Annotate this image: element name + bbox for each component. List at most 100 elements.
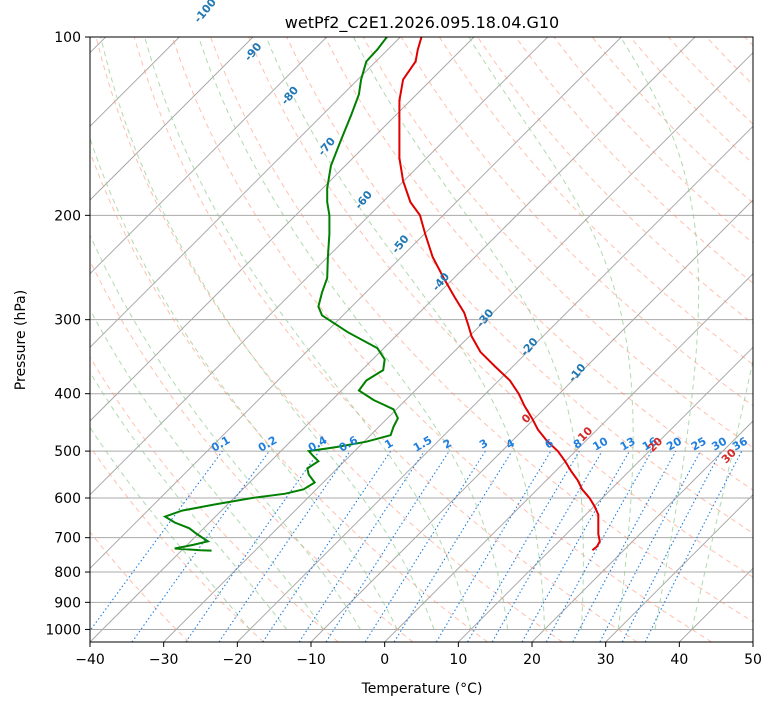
isotherm-line: [605, 493, 753, 642]
moist-adiabat-line: [144, 37, 472, 630]
mixing-ratio-label: 6: [543, 436, 556, 451]
isotherm-line: [90, 37, 475, 422]
moist-adiabat-line: [468, 37, 634, 630]
chart-title: wetPf2_C2E1.2026.095.18.04.G10: [285, 13, 559, 33]
isotherm-line: [678, 567, 753, 642]
y-tick-label: 1000: [45, 622, 81, 638]
mixing-ratio-line: [393, 450, 513, 642]
moist-adiabat-line: [265, 37, 546, 630]
isotherm-line: [163, 51, 753, 642]
dry-adiabat-label: -20: [518, 335, 541, 359]
mixing-ratio-line: [521, 450, 630, 642]
mixing-ratio-line: [131, 450, 270, 642]
x-axis-label: Temperature (°C): [361, 681, 483, 697]
x-tick-label: −40: [75, 652, 105, 668]
dry-adiabat-line: [90, 259, 414, 642]
isotherm-line: [310, 199, 753, 642]
dry-adiabat-label: -80: [279, 84, 302, 108]
temperature-profile: [398, 37, 601, 551]
mixing-ratio-line: [599, 450, 701, 642]
mixing-ratio-line: [262, 450, 392, 642]
y-tick-label: 200: [54, 208, 81, 224]
isotherm-line: [90, 37, 549, 496]
dry-adiabat-label: -90: [242, 40, 265, 64]
isotherm-line: [384, 272, 753, 642]
mixing-ratio-line: [545, 450, 653, 642]
x-tick-label: −30: [149, 652, 179, 668]
dry-adiabat-line: [744, 37, 753, 47]
dry-adiabat-label: -10: [566, 361, 589, 385]
mixing-ratio-line: [364, 450, 486, 642]
mixing-ratio-line: [572, 450, 677, 642]
mixing-ratio-line: [644, 450, 743, 642]
plot-frame: [89, 36, 754, 643]
dry-adiabat-line: [171, 37, 712, 642]
mixing-ratio-line: [435, 450, 552, 642]
mixing-ratio-line: [90, 450, 223, 632]
dry-adiabat-line: [438, 37, 753, 366]
y-tick-label: 500: [54, 444, 81, 460]
dry-adiabat-line: [706, 37, 753, 86]
moist-adiabat-line: [100, 37, 435, 630]
isotherm-line: [90, 37, 696, 642]
isotherm-line: [236, 125, 753, 642]
dry-adiabat-line: [286, 37, 753, 534]
dry-adiabat-line: [210, 37, 753, 623]
moist-adiabat-line: [353, 37, 584, 630]
mixing-ratio-line: [218, 450, 351, 642]
moist-adiabat-line: [90, 371, 288, 630]
moist-adiabat-line: [90, 136, 398, 630]
mixing-ratio-line: [467, 450, 580, 642]
dry-adiabat-label: -50: [389, 232, 412, 256]
y-tick-label: 800: [54, 565, 81, 581]
y-tick-label: 700: [54, 531, 81, 547]
x-tick-label: 20: [523, 652, 541, 668]
y-tick-label: 900: [54, 595, 81, 611]
dry-adiabat-line: [400, 37, 753, 407]
mixing-ratio-label: 4: [504, 436, 517, 451]
isotherm-line: [90, 37, 401, 349]
dry-adiabat-label: -40: [430, 270, 453, 294]
dry-adiabat-label: -100: [191, 0, 219, 25]
isotherm-line: [457, 346, 753, 642]
moist-adiabat-line: [691, 358, 753, 630]
mixing-ratio-line: [325, 450, 450, 642]
plot-area: 0.1 0.2 0.4 0.6 1 1.5 2 3 4 6 8 10 13 16 20 25 30 36-100-…: [90, 0, 753, 642]
dewpoint-profile: [162, 37, 400, 552]
x-tick-label: 40: [670, 652, 688, 668]
isotherm-line: [90, 37, 328, 275]
moist-adiabat-line: [90, 426, 251, 630]
dry-adiabat-line: [95, 37, 563, 642]
moist-adiabat-line: [620, 37, 700, 630]
dry-adiabat-line: [248, 37, 753, 578]
dry-adiabat-line: [515, 37, 753, 284]
y-axis-label: Pressure (hPa): [13, 290, 29, 390]
y-tick-label: 100: [54, 30, 81, 46]
dry-adiabat-line: [668, 37, 753, 125]
x-tick-label: 50: [744, 652, 762, 668]
dry-adiabat-label: -60: [352, 188, 375, 212]
moist-adiabat-line: [90, 233, 361, 630]
mixing-ratio-line: [298, 450, 425, 642]
x-tick-label: 10: [449, 652, 467, 668]
axes: −40 −30 −20 −10 0 10 20 30 40 50 100 200 300 400 500 60…: [45, 30, 762, 668]
isotherm-line: [90, 37, 622, 570]
mixing-ratio-line: [185, 450, 320, 642]
dry-adiabat-line: [90, 150, 488, 642]
x-tick-label: 0: [380, 652, 389, 668]
mixing-ratio-label: 3: [477, 437, 490, 452]
y-tick-label: 400: [54, 387, 81, 403]
dry-adiabat-line: [90, 445, 264, 642]
dry-adiabat-line: [90, 531, 190, 642]
mixing-ratio-label: 2: [441, 437, 454, 452]
x-tick-label: −20: [223, 652, 253, 668]
dry-adiabat-line: [591, 37, 753, 204]
x-tick-label: 30: [597, 652, 615, 668]
x-tick-label: −10: [296, 652, 326, 668]
dry-adiabat-line: [133, 37, 638, 642]
isotherm-line: [90, 37, 254, 201]
moist-adiabat-line: [198, 37, 509, 630]
y-tick-label: 600: [54, 491, 81, 507]
dry-adiabat-line: [90, 356, 339, 642]
y-tick-label: 300: [54, 313, 81, 329]
